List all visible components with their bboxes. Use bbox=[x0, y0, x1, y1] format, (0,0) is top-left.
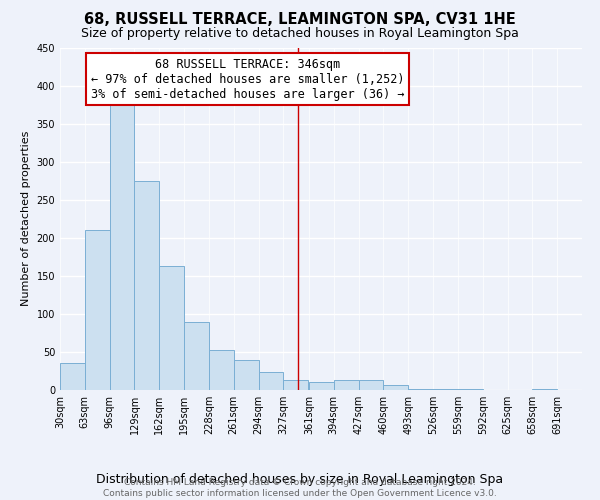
Bar bbox=[309, 382, 334, 390]
Bar bbox=[234, 360, 259, 390]
Bar bbox=[110, 104, 134, 390]
Bar bbox=[334, 380, 359, 390]
Bar bbox=[60, 364, 85, 390]
Bar bbox=[159, 266, 184, 390]
Y-axis label: Number of detached properties: Number of detached properties bbox=[21, 131, 31, 306]
Bar bbox=[259, 372, 283, 390]
Text: Distribution of detached houses by size in Royal Leamington Spa: Distribution of detached houses by size … bbox=[97, 472, 503, 486]
Text: Size of property relative to detached houses in Royal Leamington Spa: Size of property relative to detached ho… bbox=[81, 28, 519, 40]
Text: 68 RUSSELL TERRACE: 346sqm
← 97% of detached houses are smaller (1,252)
3% of se: 68 RUSSELL TERRACE: 346sqm ← 97% of deta… bbox=[91, 58, 404, 101]
Text: 68, RUSSELL TERRACE, LEAMINGTON SPA, CV31 1HE: 68, RUSSELL TERRACE, LEAMINGTON SPA, CV3… bbox=[84, 12, 516, 28]
Bar bbox=[532, 389, 557, 390]
Bar bbox=[85, 230, 110, 390]
Bar bbox=[134, 180, 159, 390]
Bar bbox=[209, 350, 234, 390]
Text: Contains HM Land Registry data © Crown copyright and database right 2024.
Contai: Contains HM Land Registry data © Crown c… bbox=[103, 478, 497, 498]
Bar bbox=[383, 386, 408, 390]
Bar bbox=[458, 389, 483, 390]
Bar bbox=[184, 322, 209, 390]
Bar bbox=[359, 380, 383, 390]
Bar bbox=[283, 380, 308, 390]
Bar bbox=[433, 389, 458, 390]
Bar bbox=[408, 389, 433, 390]
